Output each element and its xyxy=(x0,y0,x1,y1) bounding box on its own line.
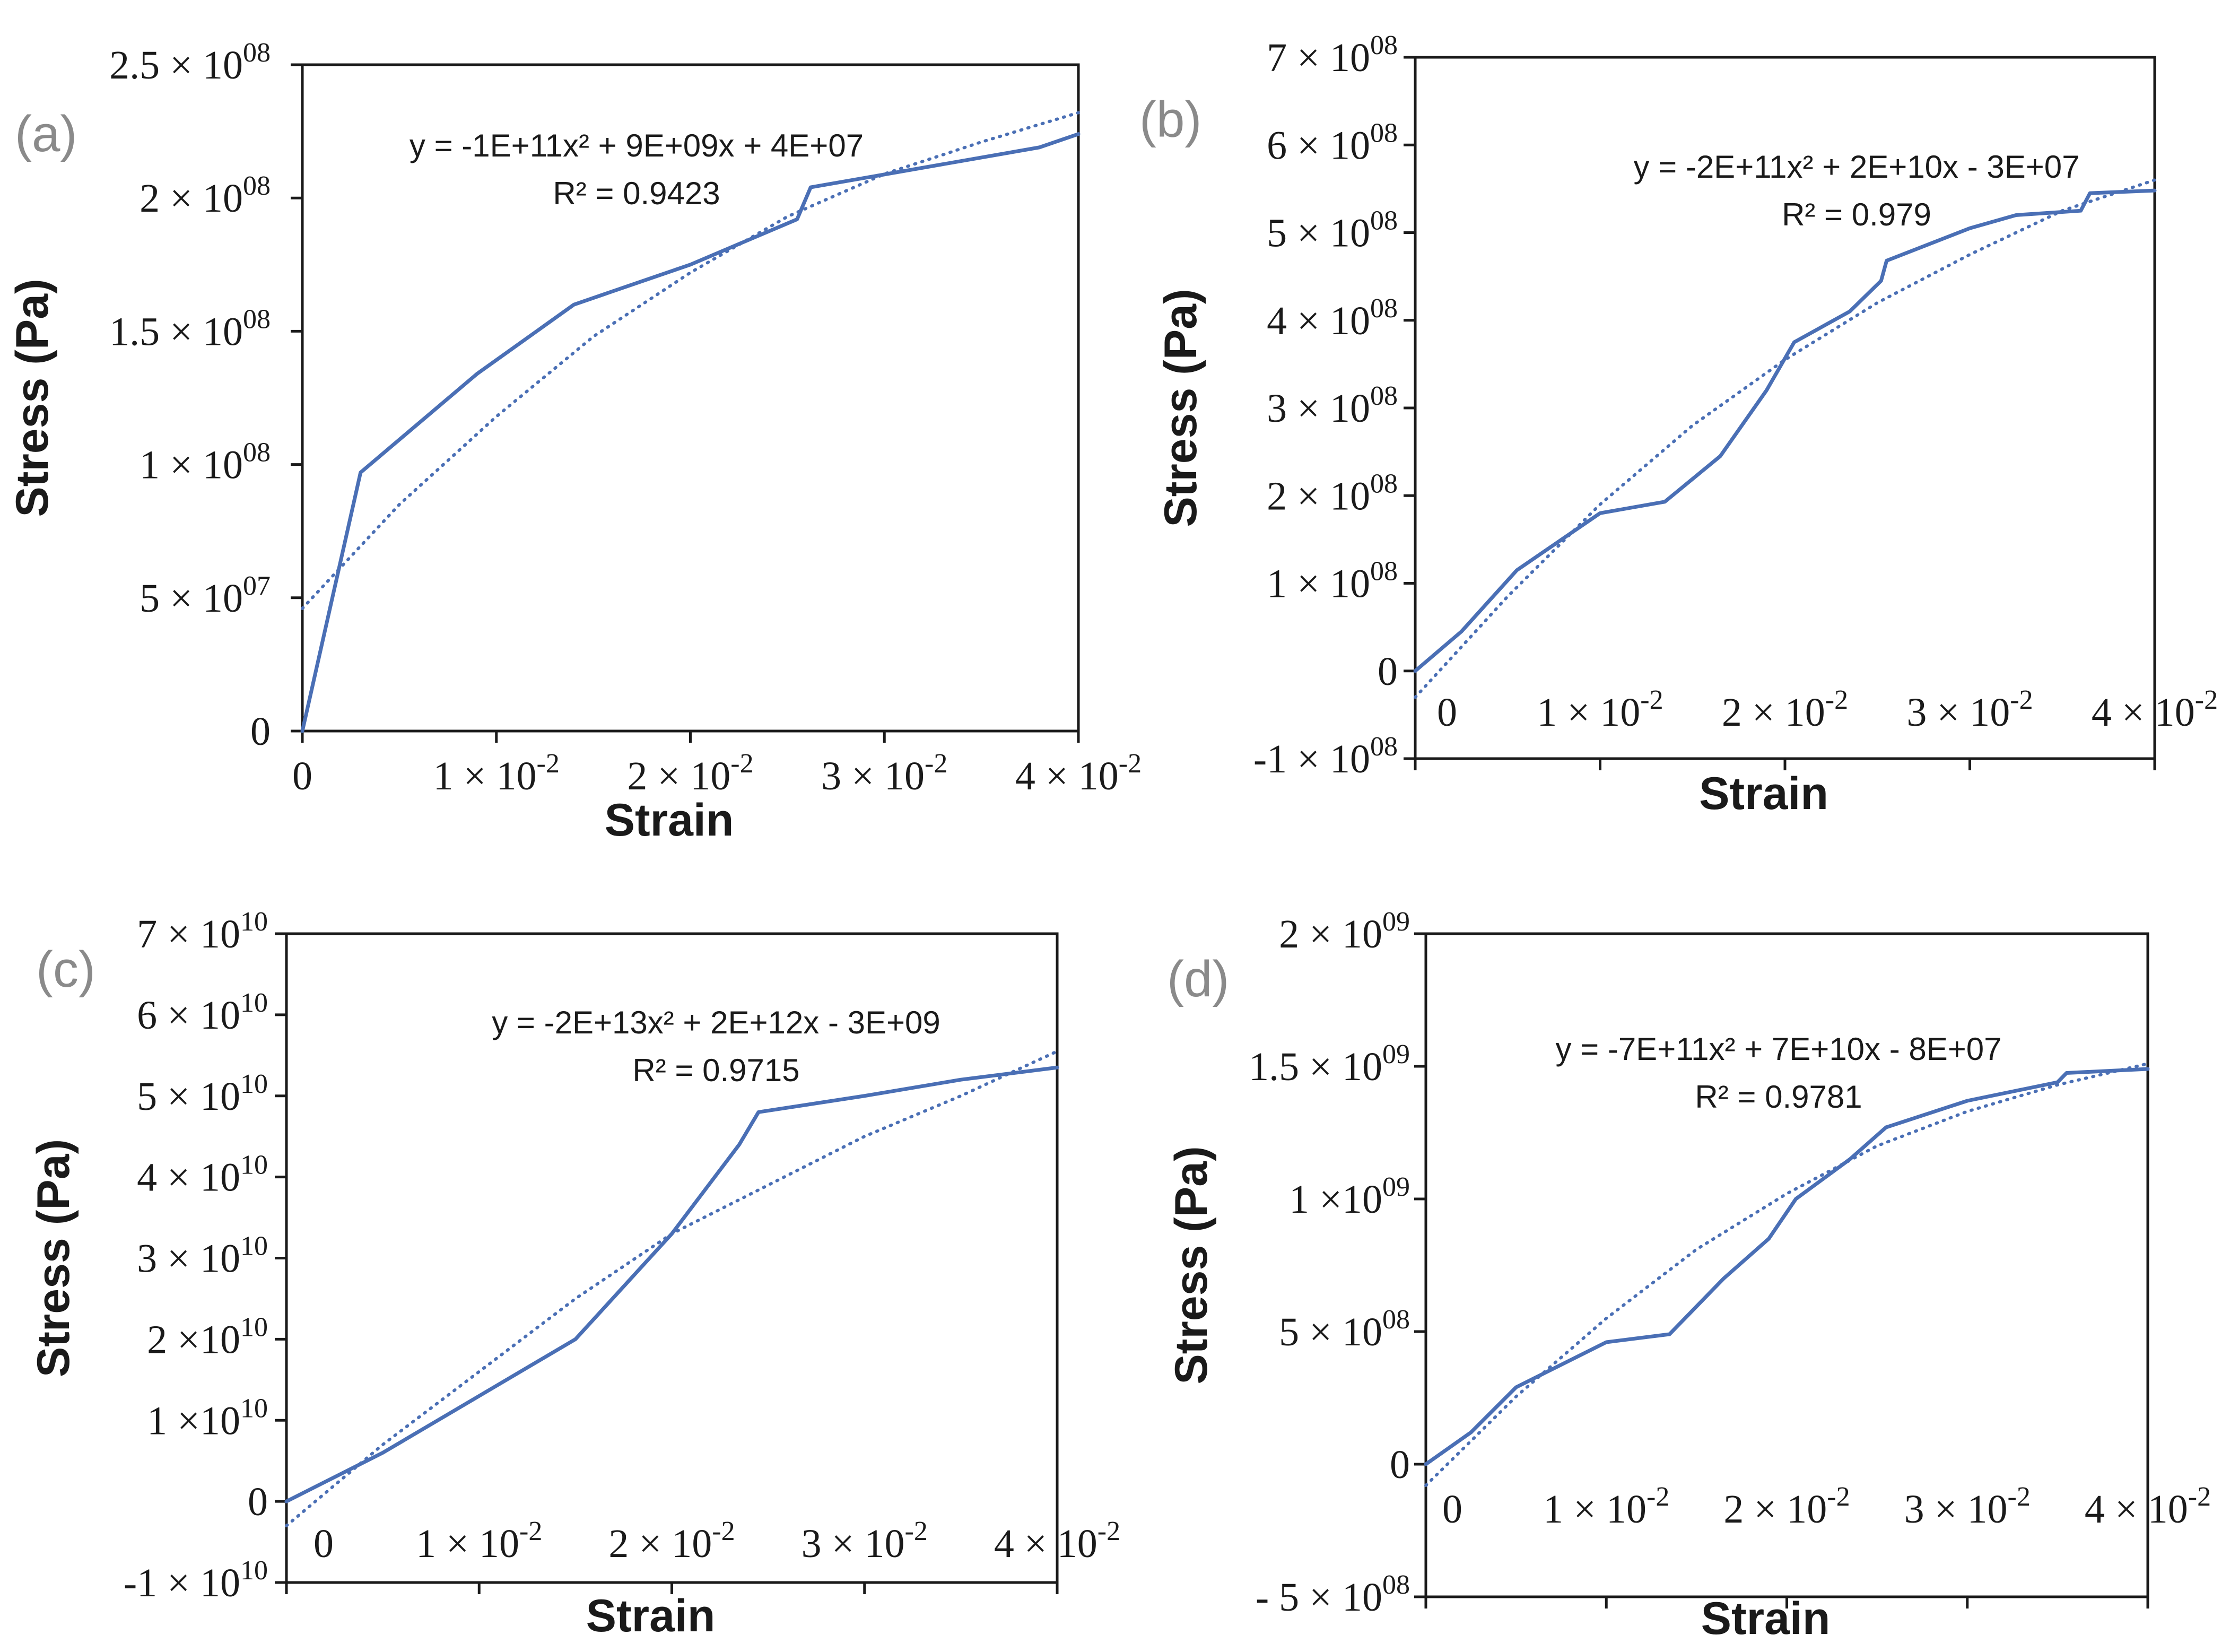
chart-panel-a: 0 5 × 1007 1 × 1008 1.5 × 1008 2 × 1008 2.5 ×… xyxy=(7,38,1142,846)
series-line xyxy=(1424,1067,2150,1466)
y-tick-label: 6 × 1008 xyxy=(1267,118,1398,168)
panel-label: (a) xyxy=(15,106,77,162)
panel-label: (c) xyxy=(36,941,95,998)
y-tick-label: 4 × 1008 xyxy=(1267,293,1398,343)
chart-panel-b: -1 × 1008 0 1 × 1008 2 × 1008 3 × 1008 4 × 10… xyxy=(1139,30,2218,819)
y-tick-label: 2.5 × 1008 xyxy=(109,38,271,88)
y-tick-label: 4 × 1010 xyxy=(137,1150,268,1200)
x-tick-label: 0 xyxy=(1442,1487,1462,1532)
y-tick-label: 0 xyxy=(1378,649,1398,694)
y-tick-label: 1 ×1010 xyxy=(147,1393,268,1443)
x-tick-label: 4 × 10-2 xyxy=(1015,749,1142,798)
y-tick-label: 6 × 1010 xyxy=(137,988,268,1038)
y-tick-label: 5 × 1008 xyxy=(1279,1305,1410,1354)
y-tick-label: 1 ×1009 xyxy=(1289,1172,1410,1222)
x-tick-label: 3 × 10-2 xyxy=(1906,685,2033,735)
y-tick-label: 3 × 1010 xyxy=(137,1231,268,1281)
x-axis-title: Strain xyxy=(1699,768,1828,819)
trendline-equation: y = -7E+11x² + 7E+10x - 8E+07 xyxy=(1555,1031,2001,1067)
plot-frame xyxy=(301,63,1080,733)
y-tick-label: 5 × 1007 xyxy=(140,571,271,621)
x-tick-label: 4 × 10-2 xyxy=(994,1516,1120,1566)
y-tick-label: 3 × 1008 xyxy=(1267,381,1398,431)
series-line xyxy=(1413,188,2157,673)
chart-panel-d: - 5 × 1008 0 5 × 1008 1 ×1009 1.5 × 1009 2 × … xyxy=(1166,907,2211,1644)
x-axis-title: Strain xyxy=(605,795,734,846)
x-tick-label: 3 × 10-2 xyxy=(821,749,947,798)
panel-label: (b) xyxy=(1139,91,1201,148)
trendline-equation: y = -2E+13x² + 2E+12x - 3E+09 xyxy=(492,1005,940,1040)
chart-panel-c: -1 × 1010 0 1 ×1010 2 ×1010 3 × 1010 4 × 1010… xyxy=(28,907,1120,1641)
y-tick-label: 5 × 1010 xyxy=(137,1069,268,1119)
x-tick-label: 2 × 10-2 xyxy=(1722,685,1848,735)
trendline-equation: y = -1E+11x² + 9E+09x + 4E+07 xyxy=(410,128,864,163)
y-axis-title: Stress (Pa) xyxy=(1166,1146,1217,1384)
y-tick-label: 0 xyxy=(248,1480,268,1524)
x-tick-label: 1 × 10-2 xyxy=(433,749,560,798)
trendline-r2: R² = 0.9423 xyxy=(553,176,720,211)
trendline-equation: y = -2E+11x² + 2E+10x - 3E+07 xyxy=(1633,149,2079,185)
y-axis-title: Stress (Pa) xyxy=(28,1139,79,1377)
y-tick-label: 0 xyxy=(1390,1442,1410,1487)
trendline-r2: R² = 0.979 xyxy=(1782,197,1931,232)
trendline-r2: R² = 0.9715 xyxy=(632,1053,799,1088)
y-tick-label: 5 × 1008 xyxy=(1267,206,1398,256)
x-tick-label: 3 × 10-2 xyxy=(802,1516,928,1566)
x-tick-label: 2 × 10-2 xyxy=(1723,1482,1850,1532)
y-tick-label: 2 ×1010 xyxy=(147,1312,268,1362)
x-tick-label: 2 × 10-2 xyxy=(627,749,753,798)
panel-label: (d) xyxy=(1167,951,1229,1007)
x-tick-label: 0 xyxy=(313,1521,334,1566)
x-tick-label: 2 × 10-2 xyxy=(608,1516,735,1566)
y-tick-label: 1.5 × 1009 xyxy=(1249,1039,1410,1089)
y-axis-title: Stress (Pa) xyxy=(7,279,58,517)
x-tick-label: 4 × 10-2 xyxy=(2092,685,2218,735)
trendline xyxy=(1424,1062,2149,1487)
y-tick-label: -1 × 1010 xyxy=(124,1555,268,1605)
y-tick-label: 2 × 1009 xyxy=(1279,907,1410,957)
y-tick-label: 2 × 1008 xyxy=(1267,468,1398,518)
trendline xyxy=(1414,178,2156,699)
y-tick-label: 1.5 × 1008 xyxy=(109,304,271,354)
y-tick-label: 1 × 1008 xyxy=(140,438,271,488)
y-tick-label: 7 × 1010 xyxy=(137,907,268,957)
x-tick-label: 3 × 10-2 xyxy=(1904,1482,2031,1532)
trendline-r2: R² = 0.9781 xyxy=(1695,1079,1862,1115)
x-tick-label: 0 xyxy=(292,754,312,798)
trendline xyxy=(285,1049,1059,1527)
y-axis-title: Stress (Pa) xyxy=(1155,289,1206,527)
y-tick-label: 2 × 1008 xyxy=(140,171,271,221)
x-tick-label: 1 × 10-2 xyxy=(416,1516,542,1566)
x-tick-label: 0 xyxy=(1437,690,1457,735)
trendline xyxy=(301,111,1080,610)
x-tick-label: 4 × 10-2 xyxy=(2085,1482,2211,1532)
y-tick-label: 0 xyxy=(250,709,271,754)
x-axis-title: Strain xyxy=(1701,1593,1831,1644)
series-line xyxy=(300,132,1081,733)
y-tick-label: 7 × 1008 xyxy=(1267,30,1398,80)
y-tick-label: 1 × 1008 xyxy=(1267,557,1398,606)
series-line xyxy=(284,1065,1059,1503)
x-tick-label: 1 × 10-2 xyxy=(1543,1482,1669,1532)
x-tick-label: 1 × 10-2 xyxy=(1537,685,1663,735)
y-tick-label: -1 × 1008 xyxy=(1253,732,1398,781)
y-tick-label: - 5 × 1008 xyxy=(1256,1570,1410,1620)
x-axis-title: Strain xyxy=(586,1590,716,1641)
